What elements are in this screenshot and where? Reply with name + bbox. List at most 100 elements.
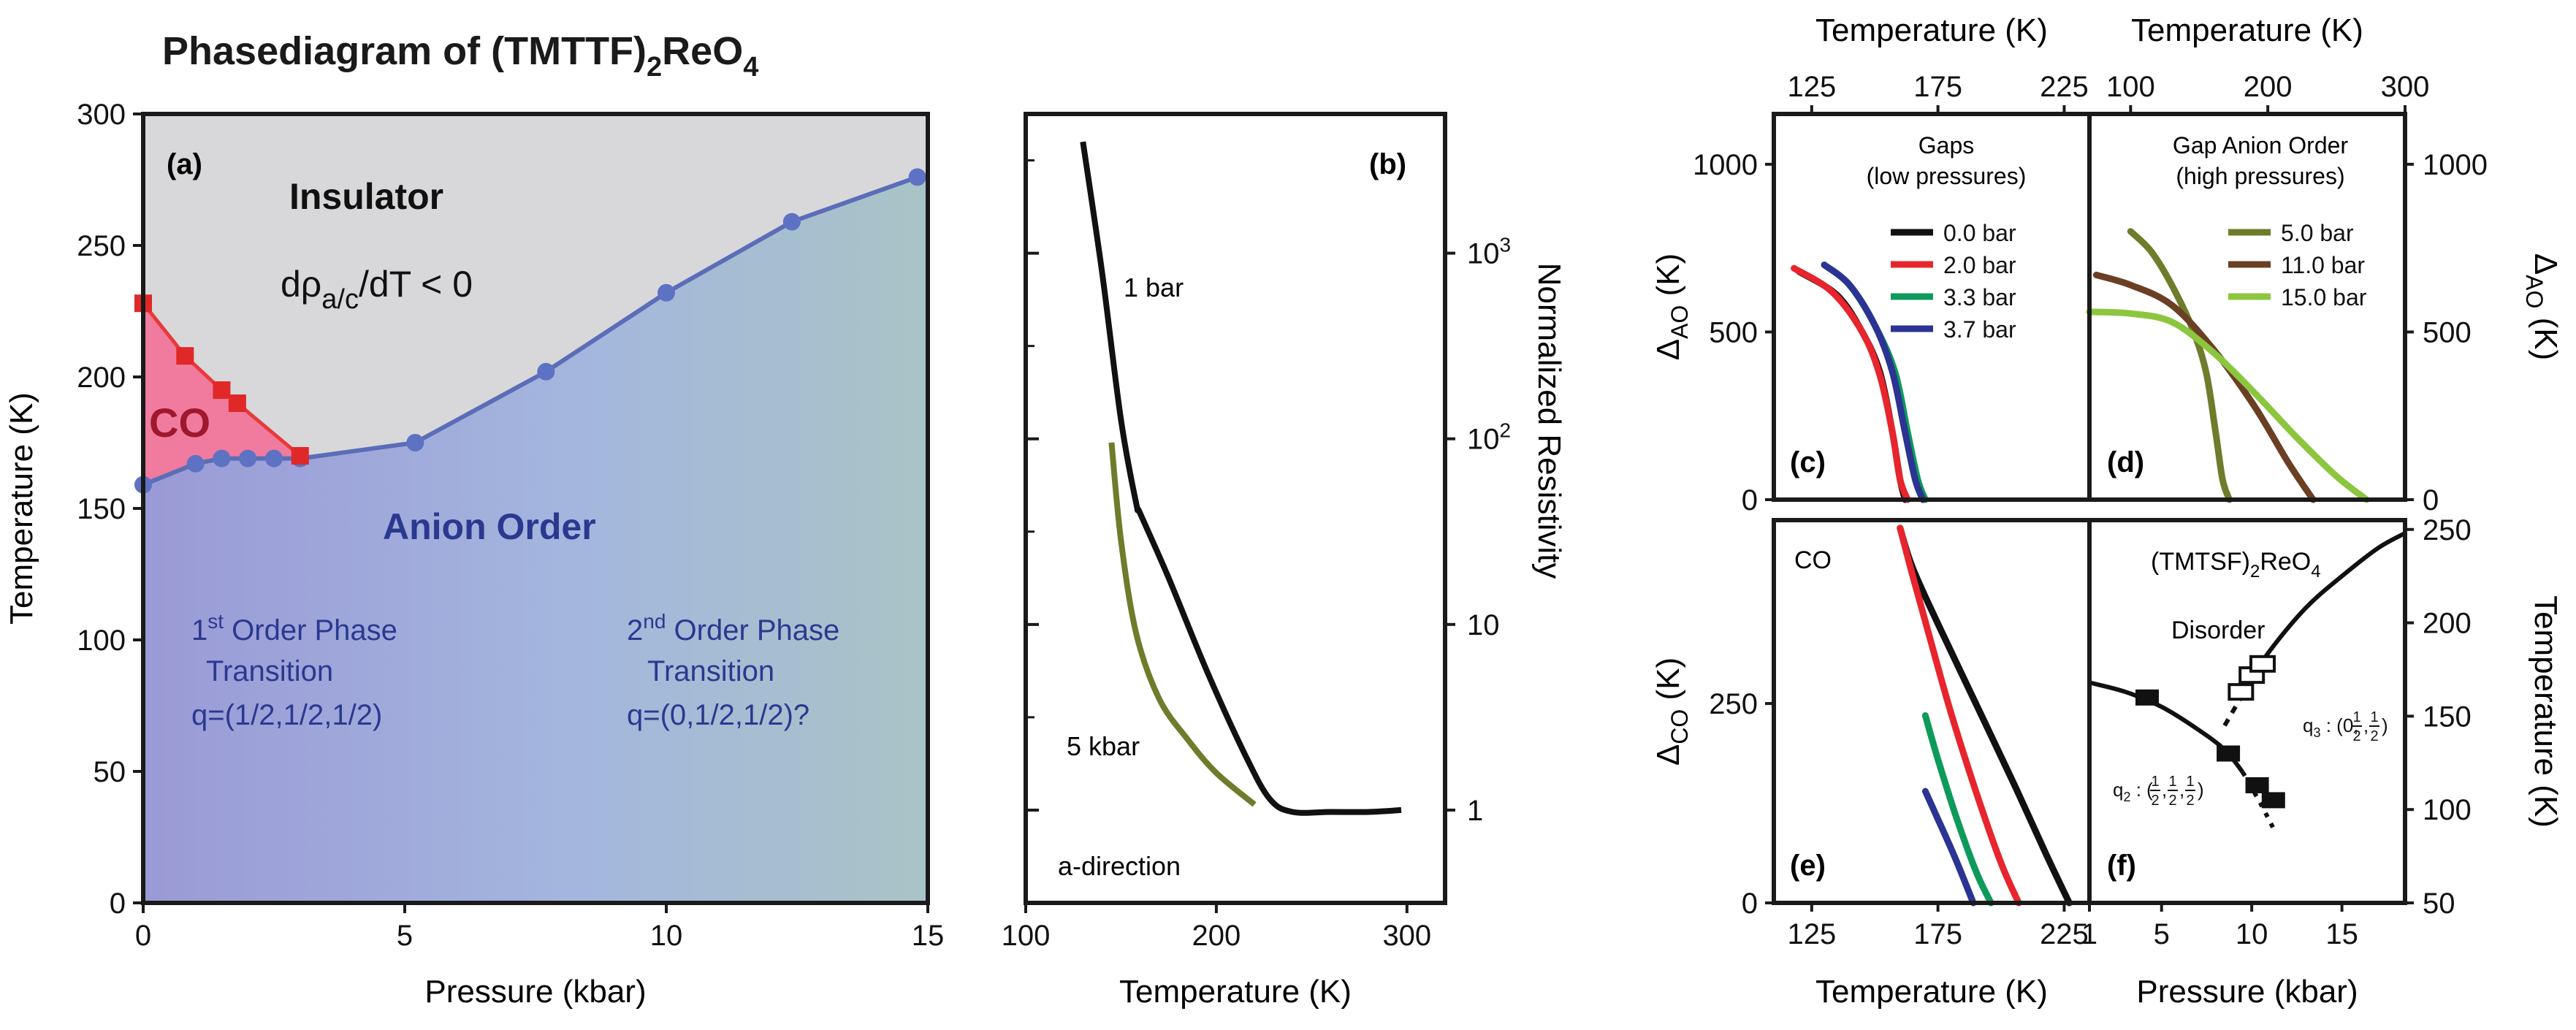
annotation-5kbar: 5 kbar bbox=[1067, 731, 1140, 761]
d-ytick-label-0: 0 bbox=[2423, 484, 2439, 516]
f-xtick-label-10: 10 bbox=[2236, 918, 2268, 950]
panel-f-ylabel: Temperature (K) bbox=[2528, 595, 2564, 828]
d-curve-0 bbox=[2127, 228, 2233, 503]
q3-frac-1-den: 2 bbox=[2370, 728, 2378, 744]
f-filled-marker-0 bbox=[2135, 689, 2159, 706]
second-order-line1: 2nd Order Phase bbox=[627, 610, 839, 646]
c-curve-1 bbox=[1791, 264, 1911, 503]
panel-d-ylabel-delta: Δ bbox=[2528, 253, 2564, 275]
c-curve-3 bbox=[1821, 262, 1927, 503]
d-xtick-label-100: 100 bbox=[2106, 71, 2155, 103]
f-open-marker-2 bbox=[2249, 655, 2276, 673]
b-ytick-label-3: 103 bbox=[1467, 234, 1511, 270]
panel-b-xlabel: Temperature (K) bbox=[1119, 974, 1352, 1010]
panel-b-ylabel: Normalized Resistivity bbox=[1531, 263, 1567, 579]
q2-comma-0: , bbox=[2162, 779, 2167, 801]
c-legend-label-0: 0.0 bar bbox=[1943, 220, 2016, 246]
f-filled-marker-3 bbox=[2261, 792, 2285, 809]
q2-frac-2-den: 2 bbox=[2186, 793, 2194, 809]
anion-order-point-9 bbox=[782, 213, 801, 231]
annotation-1bar: 1 bar bbox=[1124, 272, 1184, 302]
q2-frac-0-num: 1 bbox=[2151, 774, 2159, 790]
e-xtick-label-225: 225 bbox=[2040, 918, 2089, 950]
e-curve-2 bbox=[1921, 712, 1994, 907]
co-point-3 bbox=[228, 394, 246, 412]
d-xtick-label-300: 300 bbox=[2381, 71, 2430, 103]
panel-f-xlabel: Pressure (kbar) bbox=[2136, 974, 2358, 1010]
c-ytick-label-500: 500 bbox=[1709, 316, 1758, 348]
panel-f-title-main: (TMTSF) bbox=[2151, 548, 2250, 576]
q2-frac-0-den: 2 bbox=[2151, 793, 2159, 809]
f-filled-marker-2 bbox=[2245, 777, 2269, 793]
e-xtick-label-175: 175 bbox=[1913, 918, 1962, 950]
q3-comma-0: , bbox=[2363, 714, 2369, 736]
drho-sub: a/c bbox=[321, 284, 359, 315]
f-ytick-label-250: 250 bbox=[2423, 514, 2472, 546]
panel-f-label: (f) bbox=[2107, 850, 2136, 882]
drho-rest: /dT < 0 bbox=[359, 264, 473, 305]
b-ytick-exp: 2 bbox=[1500, 419, 1512, 442]
panel-c-title-line2: (low pressures) bbox=[1867, 163, 2027, 189]
panel-c-ylabel-delta: Δ bbox=[1650, 339, 1686, 360]
title-main2: ReO bbox=[662, 29, 743, 73]
q3-text: q3 : (0, bbox=[2303, 714, 2359, 740]
b-xtick-label-100: 100 bbox=[1002, 920, 1051, 952]
anion-order-point-6 bbox=[406, 434, 424, 451]
q2-q: q bbox=[2113, 779, 2123, 801]
panel-f-title-sub2: 4 bbox=[2311, 562, 2320, 581]
a-xtick-label-0: 0 bbox=[135, 920, 151, 952]
drho-main: dρ bbox=[281, 264, 321, 305]
q2-close: ) bbox=[2198, 779, 2204, 801]
q2-text: q2 : ( bbox=[2113, 779, 2153, 804]
anion-order-point-3 bbox=[239, 449, 257, 468]
q2-frac-1-num: 1 bbox=[2168, 774, 2176, 790]
e-curve-3 bbox=[1921, 787, 1977, 907]
co-point-1 bbox=[176, 347, 194, 365]
co-point-4 bbox=[291, 447, 309, 465]
a-ytick-label-50: 50 bbox=[94, 756, 126, 788]
c-legend-label-3: 3.7 bar bbox=[1943, 316, 2016, 343]
f-xtick-label-5: 5 bbox=[2154, 918, 2170, 950]
f-ytick-label-200: 200 bbox=[2423, 608, 2472, 640]
annotation-a-direction: a-direction bbox=[1058, 851, 1181, 881]
disorder-label: Disorder bbox=[2171, 617, 2265, 644]
anion-order-point-2 bbox=[213, 449, 231, 468]
panel-e-label: (e) bbox=[1790, 850, 1826, 882]
first-order-rest: Order Phase bbox=[224, 614, 397, 646]
first-order-pre: 1 bbox=[191, 614, 207, 646]
f-filled-marker-1 bbox=[2217, 745, 2241, 762]
panel-f-frame bbox=[2087, 518, 2407, 905]
b-ytick-label-0: 1 bbox=[1467, 795, 1483, 827]
q2-rest: : ( bbox=[2130, 779, 2153, 801]
panel-d-ylabel: ΔAO (K) bbox=[2521, 253, 2564, 361]
panel-d-ylabel-sub: AO bbox=[2521, 275, 2548, 308]
insulator-label: Insulator bbox=[289, 176, 443, 217]
f-upper-boundary bbox=[2249, 531, 2407, 680]
a-xtick-label-10: 10 bbox=[650, 920, 683, 952]
d-legend-label-1: 11.0 bar bbox=[2281, 252, 2365, 278]
f-lower-boundary-dotted bbox=[2241, 771, 2277, 833]
q2-sub: 2 bbox=[2123, 790, 2130, 804]
resistivity-curve-0 bbox=[1080, 141, 1402, 816]
anion-order-point-1 bbox=[186, 454, 205, 473]
panel-d-title-line2: (high pressures) bbox=[2176, 163, 2344, 189]
a-xtick-label-15: 15 bbox=[912, 920, 945, 952]
a-ytick-label-200: 200 bbox=[77, 362, 126, 394]
a-ytick-label-150: 150 bbox=[77, 493, 126, 525]
f-open-marker-0 bbox=[2228, 683, 2255, 701]
panel-e-co-label: CO bbox=[1794, 546, 1832, 574]
second-order-rest: Order Phase bbox=[666, 614, 839, 646]
f-xtick-label-15: 15 bbox=[2325, 918, 2358, 950]
first-order-line2: Transition bbox=[206, 655, 333, 687]
panel-c: 125 175 225 0 500 1000 Gaps (low pressures) 0… bbox=[1650, 12, 2092, 516]
q3-frac-0-den: 2 bbox=[2352, 728, 2360, 744]
c-ytick-label-0: 0 bbox=[1742, 484, 1758, 516]
q2-label: q2 : (12, 12, 12) bbox=[2113, 774, 2204, 809]
panel-a-label: (a) bbox=[167, 148, 202, 180]
first-order-sup: st bbox=[207, 610, 224, 633]
d-xtick-label-200: 200 bbox=[2244, 71, 2293, 103]
c-xtick-label-125: 125 bbox=[1787, 71, 1836, 103]
drho-label: dρa/c/dT < 0 bbox=[281, 264, 473, 315]
